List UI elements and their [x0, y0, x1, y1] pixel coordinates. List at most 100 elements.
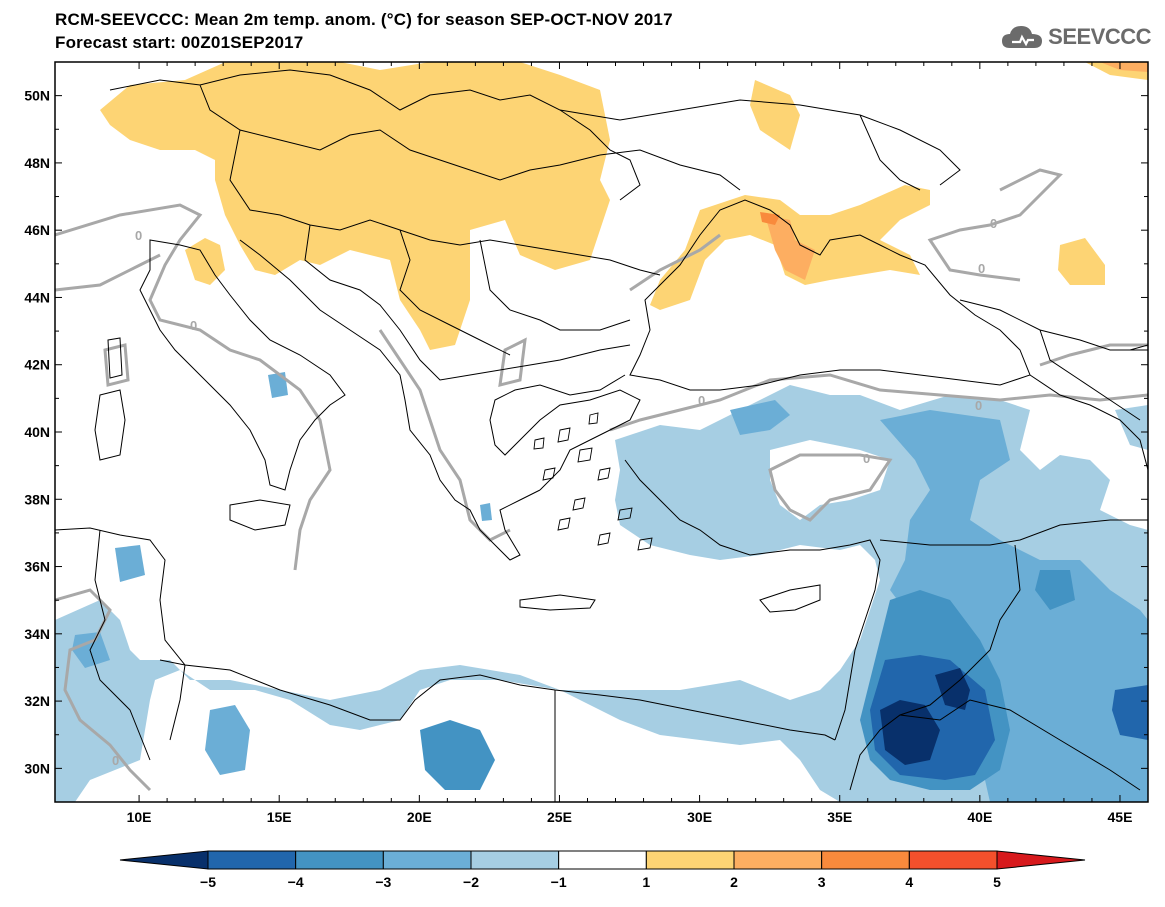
zero-contour-sardinia [103, 343, 130, 387]
cool-blank-anatolia-center [770, 440, 890, 520]
coast-caspian [1129, 344, 1148, 351]
y-tick-label: 34N [24, 626, 50, 642]
x-tick-label: 35E [827, 809, 852, 825]
colorbar-segment [558, 850, 647, 870]
cool-region-italy-south [268, 372, 288, 398]
cool-region-libya-west [205, 705, 250, 775]
cool-region-jordan-core [880, 700, 940, 765]
border-iraq-jordan [849, 544, 1021, 791]
zero-contour-lines [55, 168, 1148, 792]
colorbar: −5 −4 −3 −2 −1 1 2 3 4 5 [119, 850, 1086, 890]
cool-region-greece [480, 503, 492, 521]
coast-crete [519, 594, 596, 611]
y-tick-label: 48N [24, 155, 50, 171]
coast-adriatic-east [239, 239, 541, 561]
zero-contour-italy [55, 203, 332, 571]
contour-labels: 0 0 0 0 0 0 0 0 [112, 216, 997, 768]
colorbar-segment [821, 850, 910, 870]
cool-region-libya [420, 720, 495, 790]
island [533, 437, 545, 450]
colorbar-segment [207, 850, 297, 870]
shaded-anomaly-field [55, 62, 1148, 802]
zero-contour-anatolia [768, 453, 893, 522]
border-jordan-saudi [899, 699, 1141, 791]
cool-region-iraq [1035, 570, 1075, 610]
colorbar-segment [470, 850, 560, 870]
cool-region-anatolia-east [880, 410, 1148, 802]
x-tick-label: 30E [687, 809, 712, 825]
colorbar-label: −4 [288, 874, 304, 890]
cool-region-algeria [72, 632, 110, 668]
warm-region-ukraine [750, 80, 800, 150]
y-tick-label: 30N [24, 760, 50, 776]
coast-black-sea [629, 199, 1031, 391]
coast-africa [55, 527, 836, 741]
coast-corsica [107, 337, 123, 379]
x-tick-label: 10E [127, 809, 152, 825]
warm-region-crimea [765, 215, 815, 280]
borders-turkey-east [1029, 374, 1148, 471]
colorbar-label: −2 [463, 874, 479, 890]
cool-region-black-sea-south [730, 400, 790, 435]
aegean-islands [533, 412, 653, 551]
colorbar-segment [295, 850, 384, 870]
zero-contour-east [927, 168, 1063, 282]
x-tick-label: 20E [407, 809, 432, 825]
x-tick-label: 25E [547, 809, 572, 825]
island [597, 532, 611, 546]
island [577, 447, 593, 463]
warm-region-central-europe [100, 62, 610, 350]
colorbar-left-arrow [119, 850, 209, 870]
colorbar-right-arrow [996, 850, 1086, 870]
borders-caucasus [959, 299, 1148, 421]
y-tick-label: 42N [24, 357, 50, 373]
logo-text: SEEVCCC [1048, 24, 1151, 49]
coastlines-and-borders [55, 69, 1148, 802]
colorbar-label: 1 [642, 874, 650, 890]
y-tick-label: 40N [24, 424, 50, 440]
contour-label: 0 [975, 398, 982, 413]
cool-region-caspian-south [1115, 405, 1148, 450]
colorbar-segment [733, 850, 823, 870]
borders-central-europe [109, 69, 661, 381]
warm-region-caspian [1058, 238, 1105, 285]
coast-italy [139, 239, 346, 491]
contour-label: 0 [135, 228, 142, 243]
zero-contour-caucasus [1039, 343, 1148, 367]
island [542, 467, 556, 481]
contour-label: 0 [112, 753, 119, 768]
coast-sardinia [94, 389, 126, 461]
seevccc-logo: SEEVCCC [1000, 22, 1151, 52]
zero-contour-aegean [498, 337, 527, 387]
x-tick-label: 45E [1108, 809, 1133, 825]
colorbar-label: 3 [818, 874, 826, 890]
x-tick-label: 40E [967, 809, 992, 825]
warm-region-top-right-core [1100, 62, 1148, 72]
map-title: RCM-SEEVCCC: Mean 2m temp. anom. (°C) fo… [55, 10, 673, 29]
colorbar-segment [382, 850, 472, 870]
y-tick-label: 44N [24, 289, 50, 305]
border-algeria-tunisia [89, 529, 151, 761]
contour-label: 0 [698, 393, 705, 408]
zero-contour-alps [55, 253, 161, 292]
colorbar-label: 4 [905, 874, 913, 890]
cool-region-iraq-east [1112, 685, 1148, 740]
island [557, 517, 571, 531]
warm-region-italy-north [185, 238, 225, 285]
coast-sicily [229, 499, 291, 531]
warm-region-azov [760, 212, 780, 225]
y-tick-label: 36N [24, 559, 50, 575]
zero-contour-pontic [629, 233, 721, 292]
forecast-start-label: Forecast start: 00Z01SEP2017 [55, 33, 304, 52]
island [557, 427, 571, 443]
y-tick-label: 38N [24, 491, 50, 507]
zero-contour-turkey [609, 373, 1148, 432]
coast-greece-aegean [489, 374, 641, 491]
colorbar-label: 5 [993, 874, 1001, 890]
axis-ticks-and-labels: 10E 15E 20E 25E 30E 35E 40E 45E 50N 48N 46N 44N 42N 4… [24, 62, 1148, 825]
island [572, 497, 586, 511]
colorbar-label: −3 [375, 874, 391, 890]
border-syria-iraq [879, 519, 1148, 546]
colorbar-segment [908, 850, 998, 870]
